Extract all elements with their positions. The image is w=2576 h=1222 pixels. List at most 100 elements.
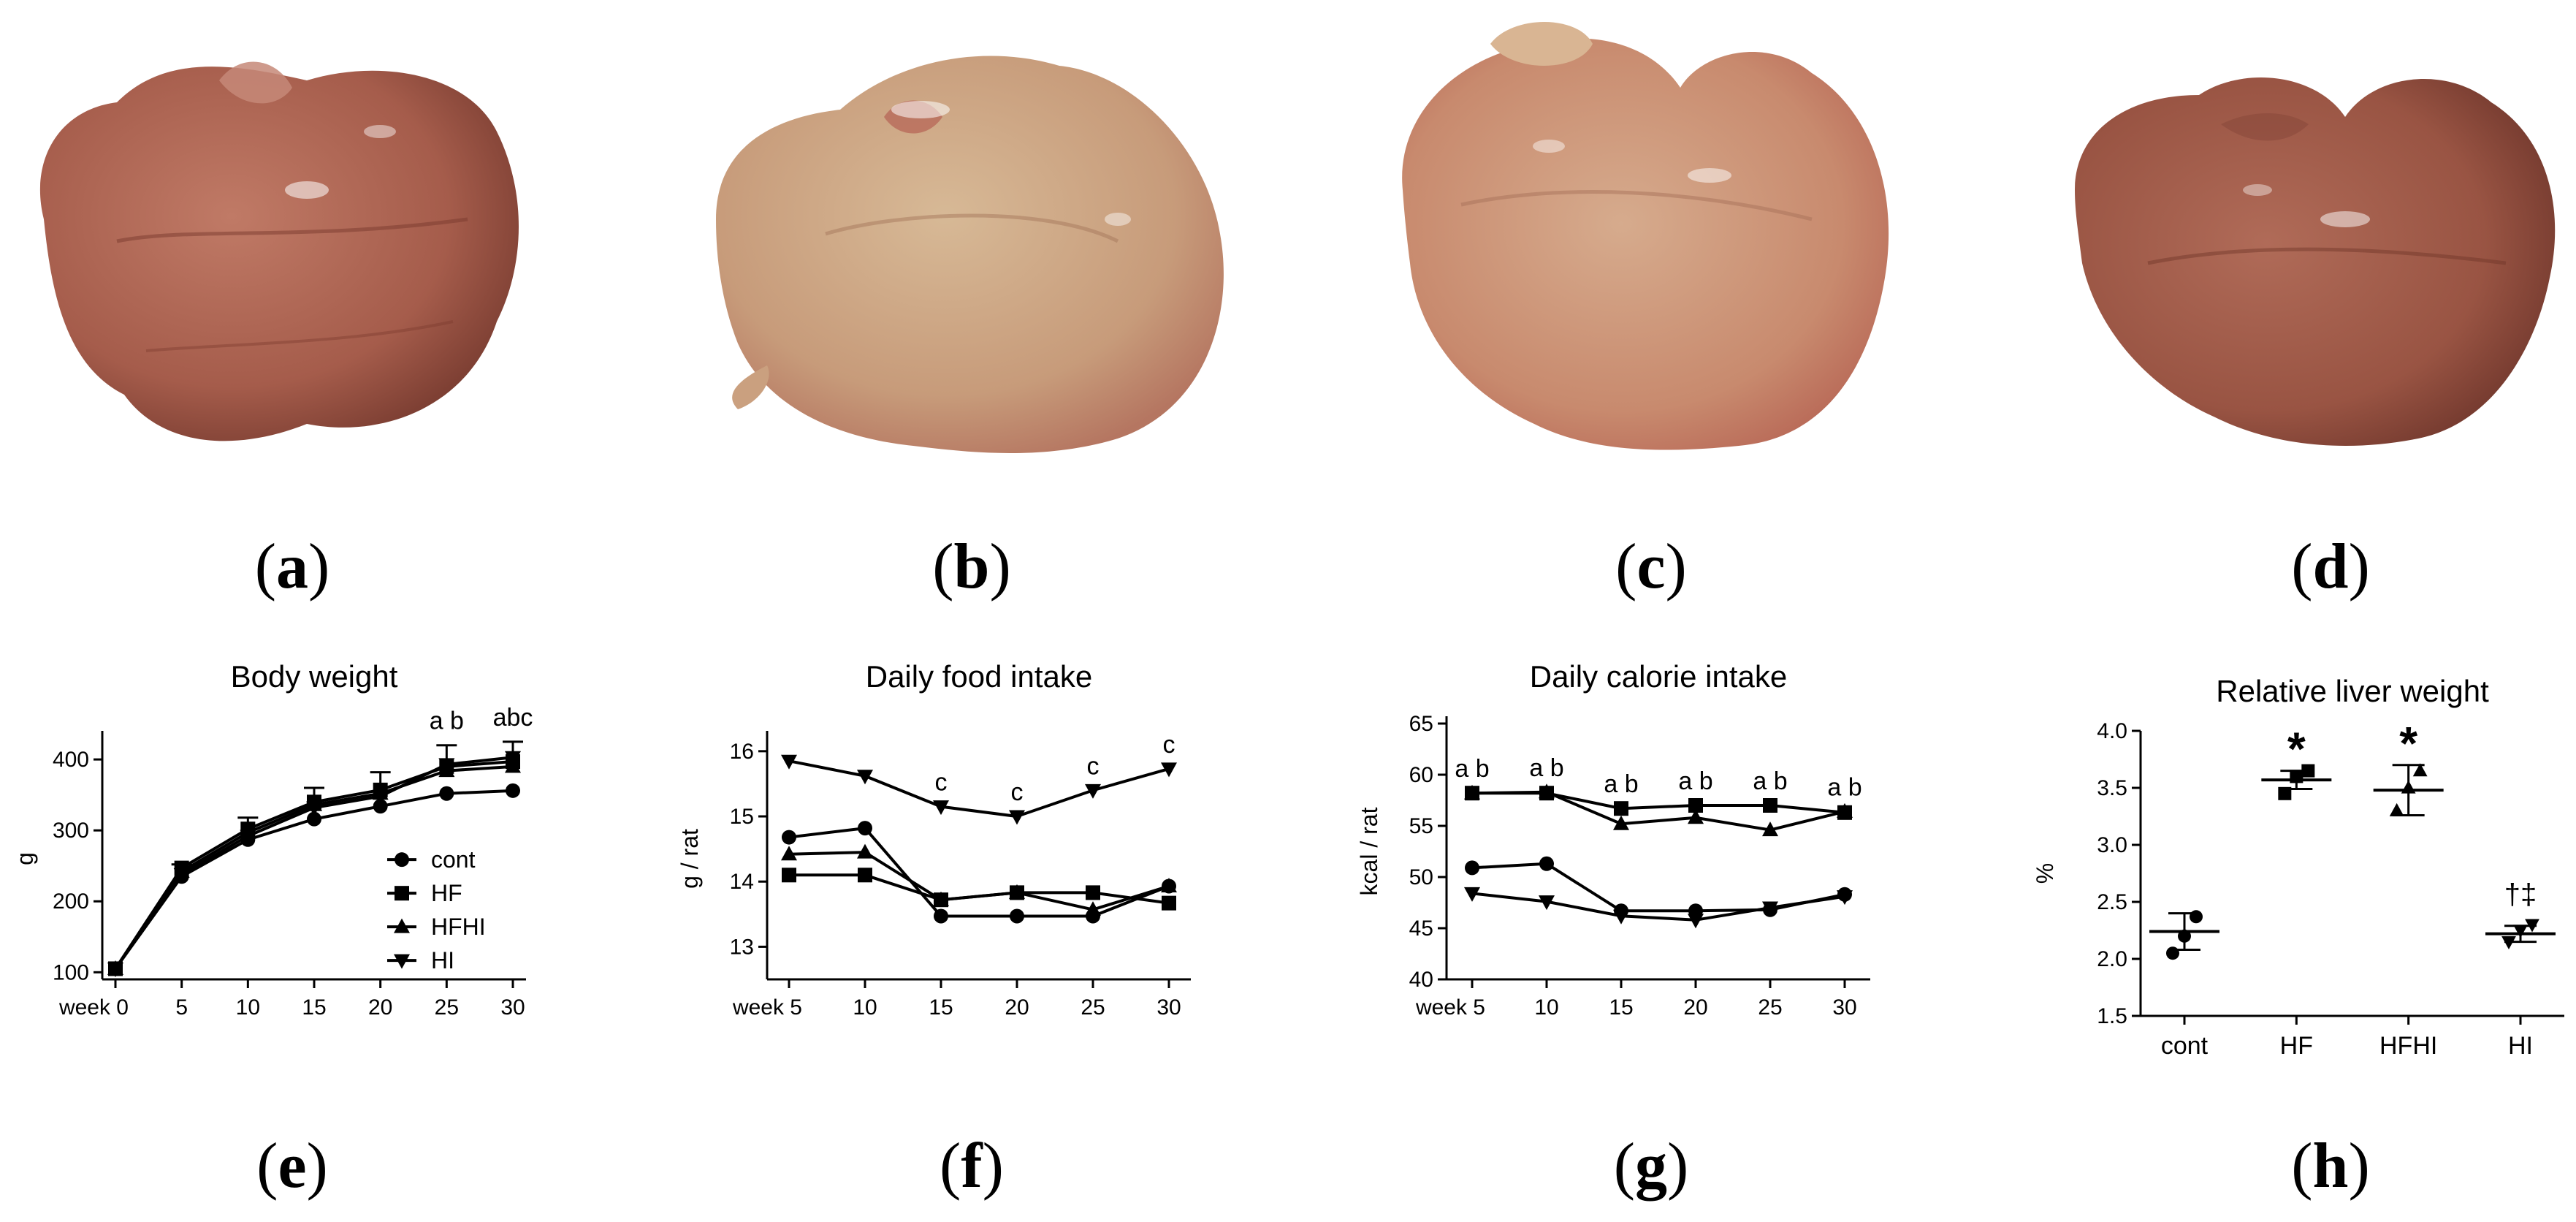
point-cont xyxy=(782,830,796,845)
panel-label-g: (g) xyxy=(1613,1131,1689,1202)
point-hf xyxy=(858,868,872,883)
y-tick-label: 13 xyxy=(730,935,754,959)
liver-photo-hfhi xyxy=(1359,0,1943,482)
legend-marker-hf xyxy=(395,886,409,901)
significance-label: †‡ xyxy=(2504,878,2537,911)
point-hi xyxy=(1762,901,1778,916)
y-tick-label: 3.5 xyxy=(2097,776,2127,800)
point-hi xyxy=(1085,783,1101,799)
relative-liver-weight-svg: Relative liver weight 1.5 2.0 2.5 3.0 3.5 4.0 c… xyxy=(2032,674,2564,1060)
point-cont xyxy=(2178,929,2191,943)
point-hf xyxy=(782,868,796,883)
chart-title: Body weight xyxy=(231,659,398,694)
point-hi xyxy=(933,800,949,816)
x-tick-label: HF xyxy=(2280,1032,2313,1060)
point-cont xyxy=(2166,946,2179,960)
panel-label-a: (a) xyxy=(254,531,330,602)
y-tick-label: 200 xyxy=(53,889,89,914)
point-hfhi xyxy=(2389,802,2404,816)
point-hi xyxy=(2525,919,2539,933)
series-line-hi xyxy=(788,759,1170,819)
point-hi xyxy=(857,770,873,785)
point-hfhi xyxy=(933,891,949,906)
x-tick-label: 30 xyxy=(1156,995,1181,1020)
point-hi xyxy=(1464,887,1480,902)
point-hi xyxy=(306,801,322,816)
point-hi xyxy=(1009,810,1025,825)
point-cont xyxy=(307,811,321,827)
x-tick-label: 15 xyxy=(302,995,326,1020)
x-tick-label: week 5 xyxy=(732,995,802,1020)
point-hf xyxy=(1614,801,1628,816)
x-tick-label: 15 xyxy=(1609,995,1633,1020)
panel-label-h: (h) xyxy=(2291,1131,2370,1202)
annotation-label: a b xyxy=(430,707,464,735)
annotation-label: a b xyxy=(1827,773,1861,801)
point-hi xyxy=(438,758,455,773)
significance-label: * xyxy=(2399,717,2417,770)
legend-label-hi: HI xyxy=(431,947,454,974)
daily-calorie-intake-svg: Daily calorie intake 40 45 50 55 60 65 week 5 10… xyxy=(1356,659,1870,1020)
series-line-hfhi xyxy=(1471,790,1845,832)
y-tick-label: 4.0 xyxy=(2097,719,2127,743)
x-tick-label: 20 xyxy=(368,995,392,1020)
chart-daily-calorie-intake: Daily calorie intake 40 45 50 55 60 65 week 5 10… xyxy=(1356,636,1943,1074)
y-tick-label: 2.5 xyxy=(2097,890,2127,914)
chart-daily-food-intake: Daily food intake 13 14 15 16 week 5 10 15 20 25 3… xyxy=(677,636,1264,1074)
x-tick-label: 25 xyxy=(435,995,459,1020)
y-tick-label: 14 xyxy=(730,870,754,894)
x-tick-label: HI xyxy=(2508,1032,2533,1060)
point-hi xyxy=(505,751,521,766)
point-hi xyxy=(2513,925,2528,938)
y-tick-label: 100 xyxy=(53,960,89,984)
series-line-hf xyxy=(789,873,1170,905)
x-tick-label: 20 xyxy=(1683,995,1707,1020)
annotation-label: c xyxy=(1011,778,1024,806)
point-hfhi xyxy=(1464,784,1480,800)
liver-photo-hf xyxy=(679,0,1264,482)
point-hfhi xyxy=(781,846,797,861)
point-cont xyxy=(858,821,872,836)
y-tick-label: 15 xyxy=(730,805,754,829)
panel-label-b: (b) xyxy=(932,531,1011,602)
point-cont xyxy=(934,908,948,924)
x-tick-label: 10 xyxy=(236,995,260,1020)
point-hfhi xyxy=(1009,884,1025,899)
x-tick-label: 20 xyxy=(1005,995,1029,1020)
point-hi xyxy=(107,962,123,977)
legend-label-hf: HF xyxy=(431,880,462,906)
y-axis-label: kcal / rat xyxy=(1356,807,1382,895)
series-line-hi xyxy=(1471,892,1845,922)
point-cont xyxy=(506,783,520,798)
x-tick-label: 15 xyxy=(929,995,953,1020)
y-tick-label: 40 xyxy=(1409,968,1433,992)
x-tick-label: 10 xyxy=(853,995,877,1020)
legend-label-hfhi: HFHI xyxy=(431,914,486,940)
annotation-label: a b xyxy=(1604,770,1638,798)
point-hf xyxy=(1162,895,1176,911)
y-axis-label: g / rat xyxy=(677,829,703,889)
x-tick-label: week 0 xyxy=(58,995,129,1020)
point-hfhi xyxy=(1762,821,1778,837)
y-tick-label: 65 xyxy=(1409,712,1433,736)
y-tick-label: 16 xyxy=(730,740,754,764)
significance-label: * xyxy=(2287,723,2306,775)
point-hf xyxy=(1763,798,1777,813)
point-hfhi xyxy=(1613,815,1629,830)
panel-label-c: (c) xyxy=(1615,531,1687,602)
x-tick-label: HFHI xyxy=(2379,1032,2437,1060)
panel-label-d: (d) xyxy=(2291,531,2370,602)
panel-label-e: (e) xyxy=(256,1131,328,1202)
point-hi xyxy=(1539,895,1555,911)
x-tick-label: week 5 xyxy=(1415,995,1485,1020)
point-hf xyxy=(1086,885,1100,900)
point-cont xyxy=(1539,856,1554,871)
y-tick-label: 50 xyxy=(1409,865,1433,889)
point-cont xyxy=(1010,908,1024,924)
point-hfhi xyxy=(1688,809,1704,824)
point-hi xyxy=(1613,909,1629,925)
chart-title: Daily food intake xyxy=(866,659,1093,694)
x-tick-label: 5 xyxy=(175,995,188,1020)
point-hi xyxy=(372,790,389,805)
point-hf xyxy=(2290,770,2303,783)
